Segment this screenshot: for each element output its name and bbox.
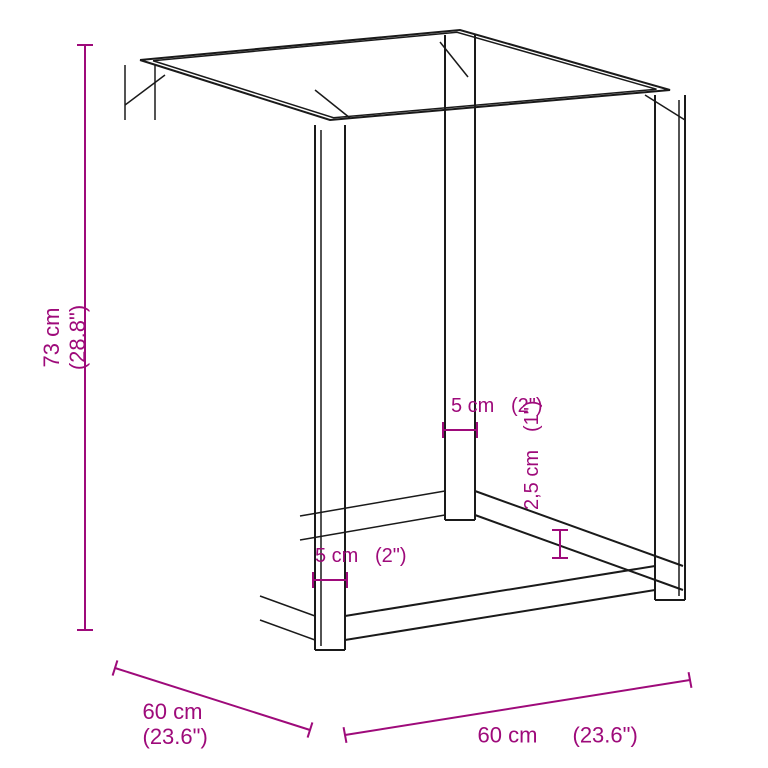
dim-height-in: (28.8") bbox=[65, 305, 90, 370]
dim-rail-cm: 2,5 cm bbox=[521, 450, 543, 510]
dim-width-cm: 60 cm bbox=[478, 723, 538, 748]
dim-width-in: (23.6") bbox=[573, 723, 638, 748]
dim-height-cm: 73 cm bbox=[39, 308, 64, 368]
dim-leg-front-in: (2") bbox=[375, 545, 407, 567]
dim-depth-in: (23.6") bbox=[143, 724, 208, 749]
dim-leg-front-cm: 5 cm bbox=[315, 545, 358, 567]
dim-rail-in: (1") bbox=[521, 400, 543, 432]
dim-leg-back-cm: 5 cm bbox=[451, 395, 494, 417]
dim-depth-cm: 60 cm bbox=[143, 699, 203, 724]
